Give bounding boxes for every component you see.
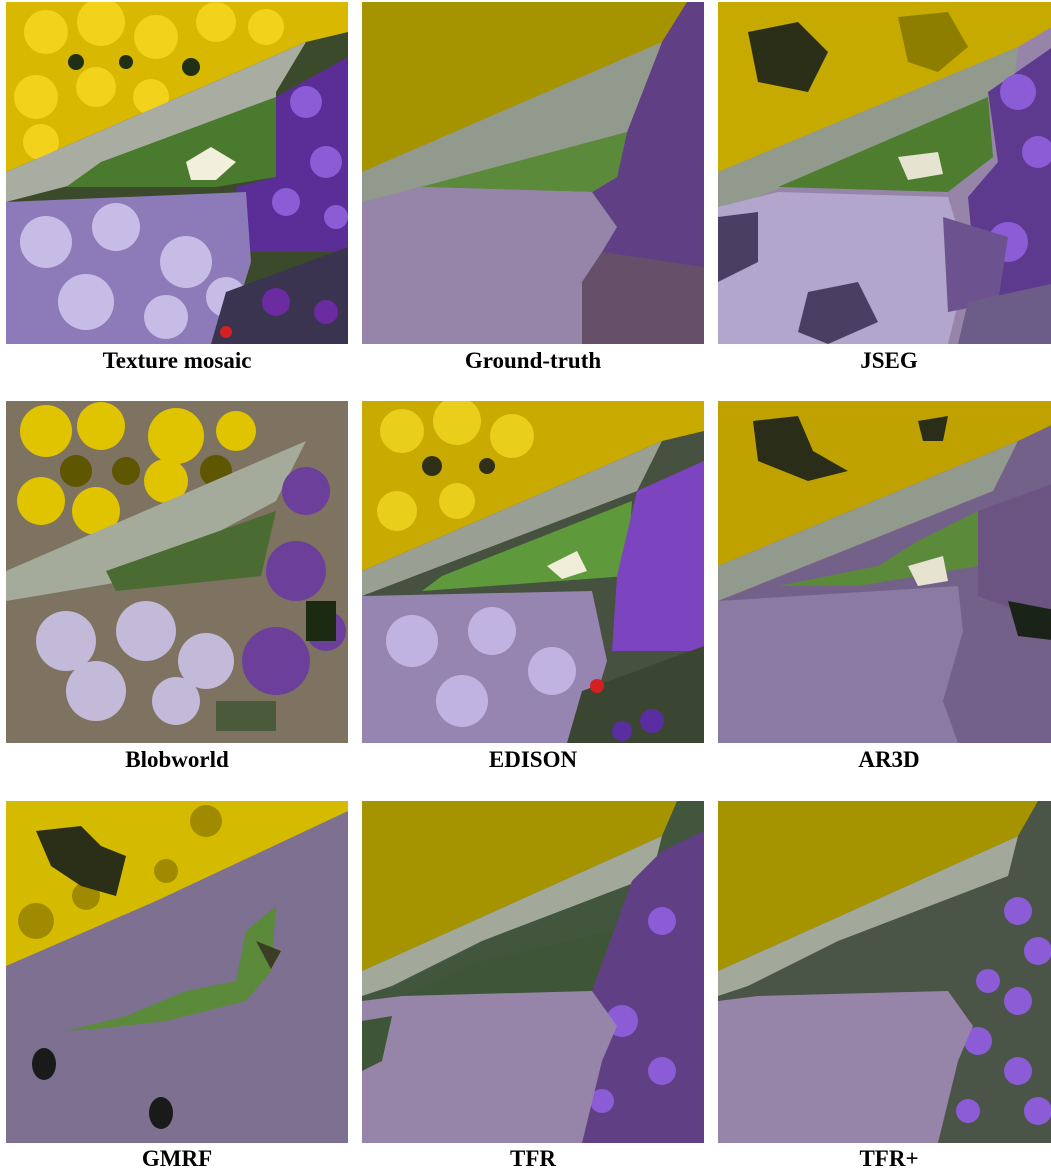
caption-texture-mosaic: Texture mosaic — [102, 348, 252, 373]
caption-blobworld: Blobworld — [125, 747, 229, 772]
edison-image — [362, 401, 704, 743]
caption-edison: EDISON — [488, 747, 578, 772]
caption-tfr: TFR — [510, 1146, 556, 1171]
panel-ar3d — [718, 401, 1051, 743]
ground-truth-image — [362, 2, 704, 344]
caption-tfr-plus: TFR+ — [859, 1146, 919, 1171]
blobworld-image — [6, 401, 348, 743]
panel-texture-mosaic — [6, 2, 348, 344]
panel-jseg — [718, 2, 1051, 344]
caption-ar3d: AR3D — [858, 747, 920, 772]
panel-tfr — [362, 801, 704, 1143]
jseg-image — [718, 2, 1051, 344]
panel-tfr-plus — [718, 801, 1051, 1143]
gmrf-image — [6, 801, 348, 1143]
panel-gmrf — [6, 801, 348, 1143]
panel-ground-truth — [362, 2, 704, 344]
caption-jseg: JSEG — [860, 348, 918, 373]
caption-gmrf: GMRF — [141, 1146, 213, 1171]
tfr-plus-image — [718, 801, 1051, 1143]
texture-mosaic-image — [6, 2, 348, 344]
ar3d-image — [718, 401, 1051, 743]
panel-blobworld — [6, 401, 348, 743]
panel-edison — [362, 401, 704, 743]
caption-ground-truth: Ground-truth — [464, 348, 602, 373]
tfr-image — [362, 801, 704, 1143]
